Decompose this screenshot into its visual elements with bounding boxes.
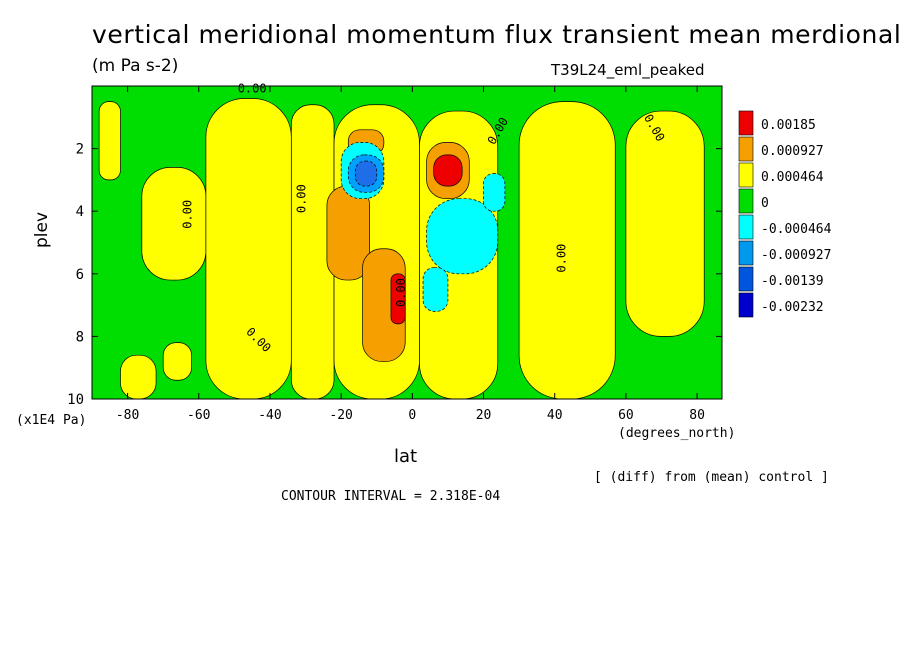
contour-label: 0.00: [554, 244, 568, 273]
contour-label: 0.00: [295, 184, 309, 213]
legend-swatch: [738, 162, 754, 188]
legend-swatch: [738, 240, 754, 266]
contour-region-pos1: [162, 342, 193, 381]
legend-swatch: [738, 188, 754, 214]
contour-label: 0.00: [394, 278, 408, 307]
legend-label: -0.00232: [761, 300, 824, 315]
x-tick-label: 0: [408, 408, 416, 423]
x-tick-label: 80: [689, 408, 705, 423]
legend-label: 0.000927: [761, 144, 824, 159]
contour-region-pos3: [433, 154, 463, 187]
legend-label: 0.00185: [761, 118, 816, 133]
contour-region-pos1: [625, 110, 705, 337]
contour-interval-note: CONTOUR INTERVAL = 2.318E-04: [281, 489, 501, 504]
x-tick-label: -60: [187, 408, 210, 423]
y-tick-label: 10: [67, 392, 84, 408]
x-tick-label: 40: [547, 408, 563, 423]
legend-label: -0.00139: [761, 274, 824, 289]
x-tick-label: 60: [618, 408, 634, 423]
x-tick-label: -80: [116, 408, 139, 423]
chart-title: vertical meridional momentum flux transi…: [92, 20, 902, 49]
y-tick-label: 6: [76, 267, 84, 283]
y-tick-label: 8: [76, 329, 84, 345]
legend-label: 0: [761, 196, 769, 211]
legend-swatch: [738, 110, 754, 136]
legend-label: -0.000927: [761, 248, 831, 263]
legend-label: -0.000464: [761, 222, 832, 237]
legend-swatch: [738, 136, 754, 162]
axis-ticks: -80 -60 -40 -20 0 20 40 60 80 2 4 6 8 10: [67, 86, 722, 423]
y-tick-label: 4: [76, 204, 84, 220]
contour-region-pos1: [98, 101, 121, 181]
y-tick-label: 2: [76, 142, 84, 158]
x-axis-label: lat: [394, 446, 418, 467]
contour-region-pos1: [205, 98, 292, 400]
x-tick-label: -20: [329, 408, 352, 423]
diff-note: [ (diff) from (mean) control ]: [594, 470, 829, 485]
plot-frame: [91, 85, 723, 400]
contour-region-pos1: [141, 167, 207, 281]
contour-region-neg3: [355, 160, 378, 187]
y-unit-label: (x1E4 Pa): [16, 413, 87, 428]
legend-swatch: [738, 266, 754, 292]
legend-label: 0.000464: [761, 170, 824, 185]
contour-region-pos3: [390, 273, 406, 325]
color-legend: 0.00185 0.000927 0.000464 0 -0.000464 -0.0009…: [738, 110, 832, 318]
contour-label: 0.00: [181, 200, 195, 229]
contour-label: 0.00: [238, 81, 267, 95]
run-label: T39L24_eml_peaked: [551, 61, 705, 79]
x-tick-label: 20: [476, 408, 492, 423]
x-tick-label: -40: [258, 408, 281, 423]
y-axis-label: plev: [32, 211, 52, 248]
units-label: (m Pa s-2): [92, 56, 179, 76]
legend-swatch: [738, 214, 754, 240]
contour-region-pos1: [120, 354, 157, 400]
contour-region-neg1: [426, 198, 499, 275]
legend-swatch: [738, 292, 754, 318]
x-unit-label: (degrees_north): [618, 426, 736, 441]
filled-contours: [92, 86, 722, 400]
contour-region-neg1: [422, 267, 449, 312]
contour-region-neg1: [483, 173, 506, 212]
